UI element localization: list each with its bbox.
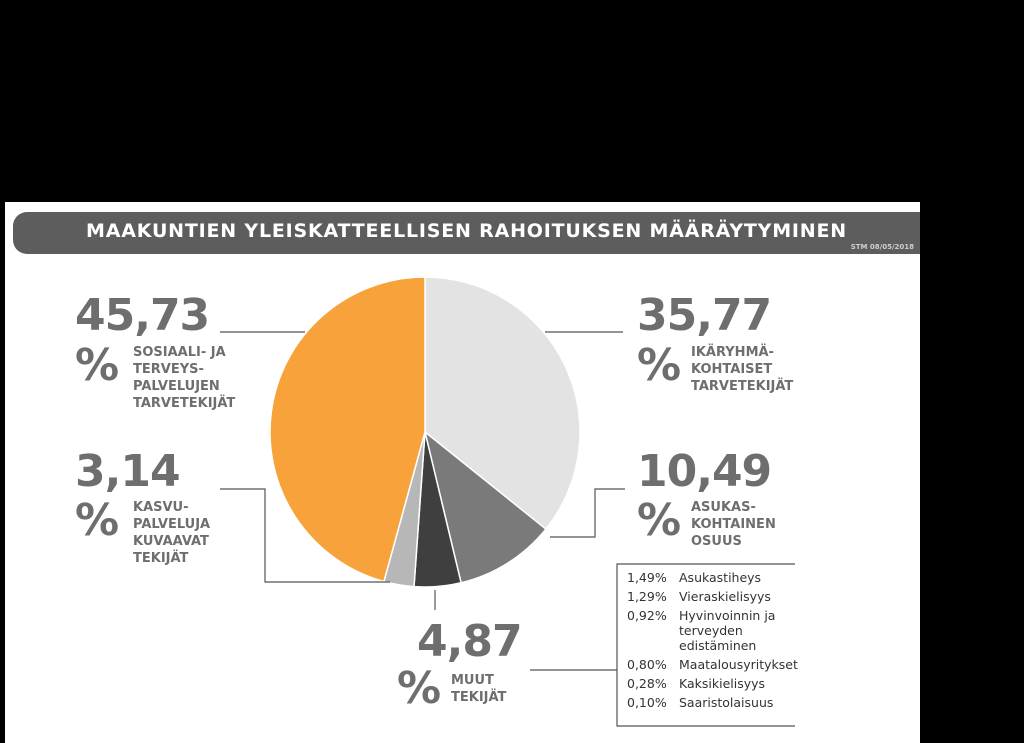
percent-sign-other: % [397, 663, 442, 714]
breakdown-value: 0,80% [627, 657, 667, 672]
leader-line-breakdown [530, 563, 795, 671]
breakdown-row: 0,80% Maatalousyritykset [627, 657, 822, 672]
breakdown-value: 0,92% [627, 608, 667, 623]
breakdown-label: Vieraskielisyys [679, 589, 771, 604]
breakdown-list: 1,49% Asukastiheys 1,29% Vieraskielisyys 0… [627, 570, 822, 714]
value-label-resident: 10,49 [637, 446, 772, 497]
value-label-age: 35,77 [637, 290, 772, 341]
breakdown-value: 0,28% [627, 676, 667, 691]
source-stamp: STM 08/05/2018 [850, 243, 914, 251]
breakdown-label: Asukastiheys [679, 570, 762, 585]
percent-sign-resident: % [637, 495, 682, 546]
value-label-other: 4,87 [417, 616, 523, 667]
percent-sign-social: % [75, 340, 120, 391]
breakdown-row: 0,28% Kaksikielisyys [627, 676, 822, 691]
slice-resident [423, 430, 547, 584]
leader-line-growth [220, 488, 390, 583]
caption-growth: KASVU- PALVELUJA KUVAAVAT TEKIJÄT [133, 500, 211, 566]
value-label-growth: 3,14 [75, 446, 181, 497]
slice-age [424, 276, 581, 531]
title-bar: MAAKUNTIEN YLEISKATTEELLISEN RAHOITUKSEN… [13, 212, 920, 254]
breakdown-value: 0,10% [627, 695, 667, 710]
caption-resident: ASUKAS- KOHTAINEN OSUUS [691, 500, 776, 549]
bracket-breakdown [616, 670, 795, 727]
breakdown-value: 1,49% [627, 570, 667, 585]
pie-chart [220, 276, 795, 727]
percent-sign-growth: % [75, 495, 120, 546]
breakdown-row: 0,10% Saaristolaisuus [627, 695, 822, 710]
caption-social: SOSIAALI- JA TERVEYS- PALVELUJEN TARVETE… [133, 345, 236, 411]
breakdown-row: 1,49% Asukastiheys [627, 570, 822, 585]
percent-sign-age: % [637, 340, 682, 391]
leader-line-resident [550, 488, 625, 538]
slice-social [269, 276, 426, 583]
breakdown-label: Maatalousyritykset [679, 657, 798, 672]
infographic-panel: MAAKUNTIEN YLEISKATTEELLISEN RAHOITUKSEN… [5, 202, 920, 743]
breakdown-row: 1,29% Vieraskielisyys [627, 589, 822, 604]
breakdown-row: 0,92% Hyvinvoinnin ja terveyden edistämin… [627, 608, 822, 653]
caption-other: MUUT TEKIJÄT [451, 673, 507, 705]
breakdown-label: Hyvinvoinnin ja terveyden edistäminen [679, 608, 776, 653]
breakdown-value: 1,29% [627, 589, 667, 604]
chart-title: MAAKUNTIEN YLEISKATTEELLISEN RAHOITUKSEN… [86, 220, 847, 242]
caption-age: IKÄRYHMÄ- KOHTAISET TARVETEKIJÄT [691, 345, 794, 394]
breakdown-label: Kaksikielisyys [679, 676, 766, 691]
breakdown-label: Saaristolaisuus [679, 695, 774, 710]
value-label-social: 45,73 [75, 290, 210, 341]
